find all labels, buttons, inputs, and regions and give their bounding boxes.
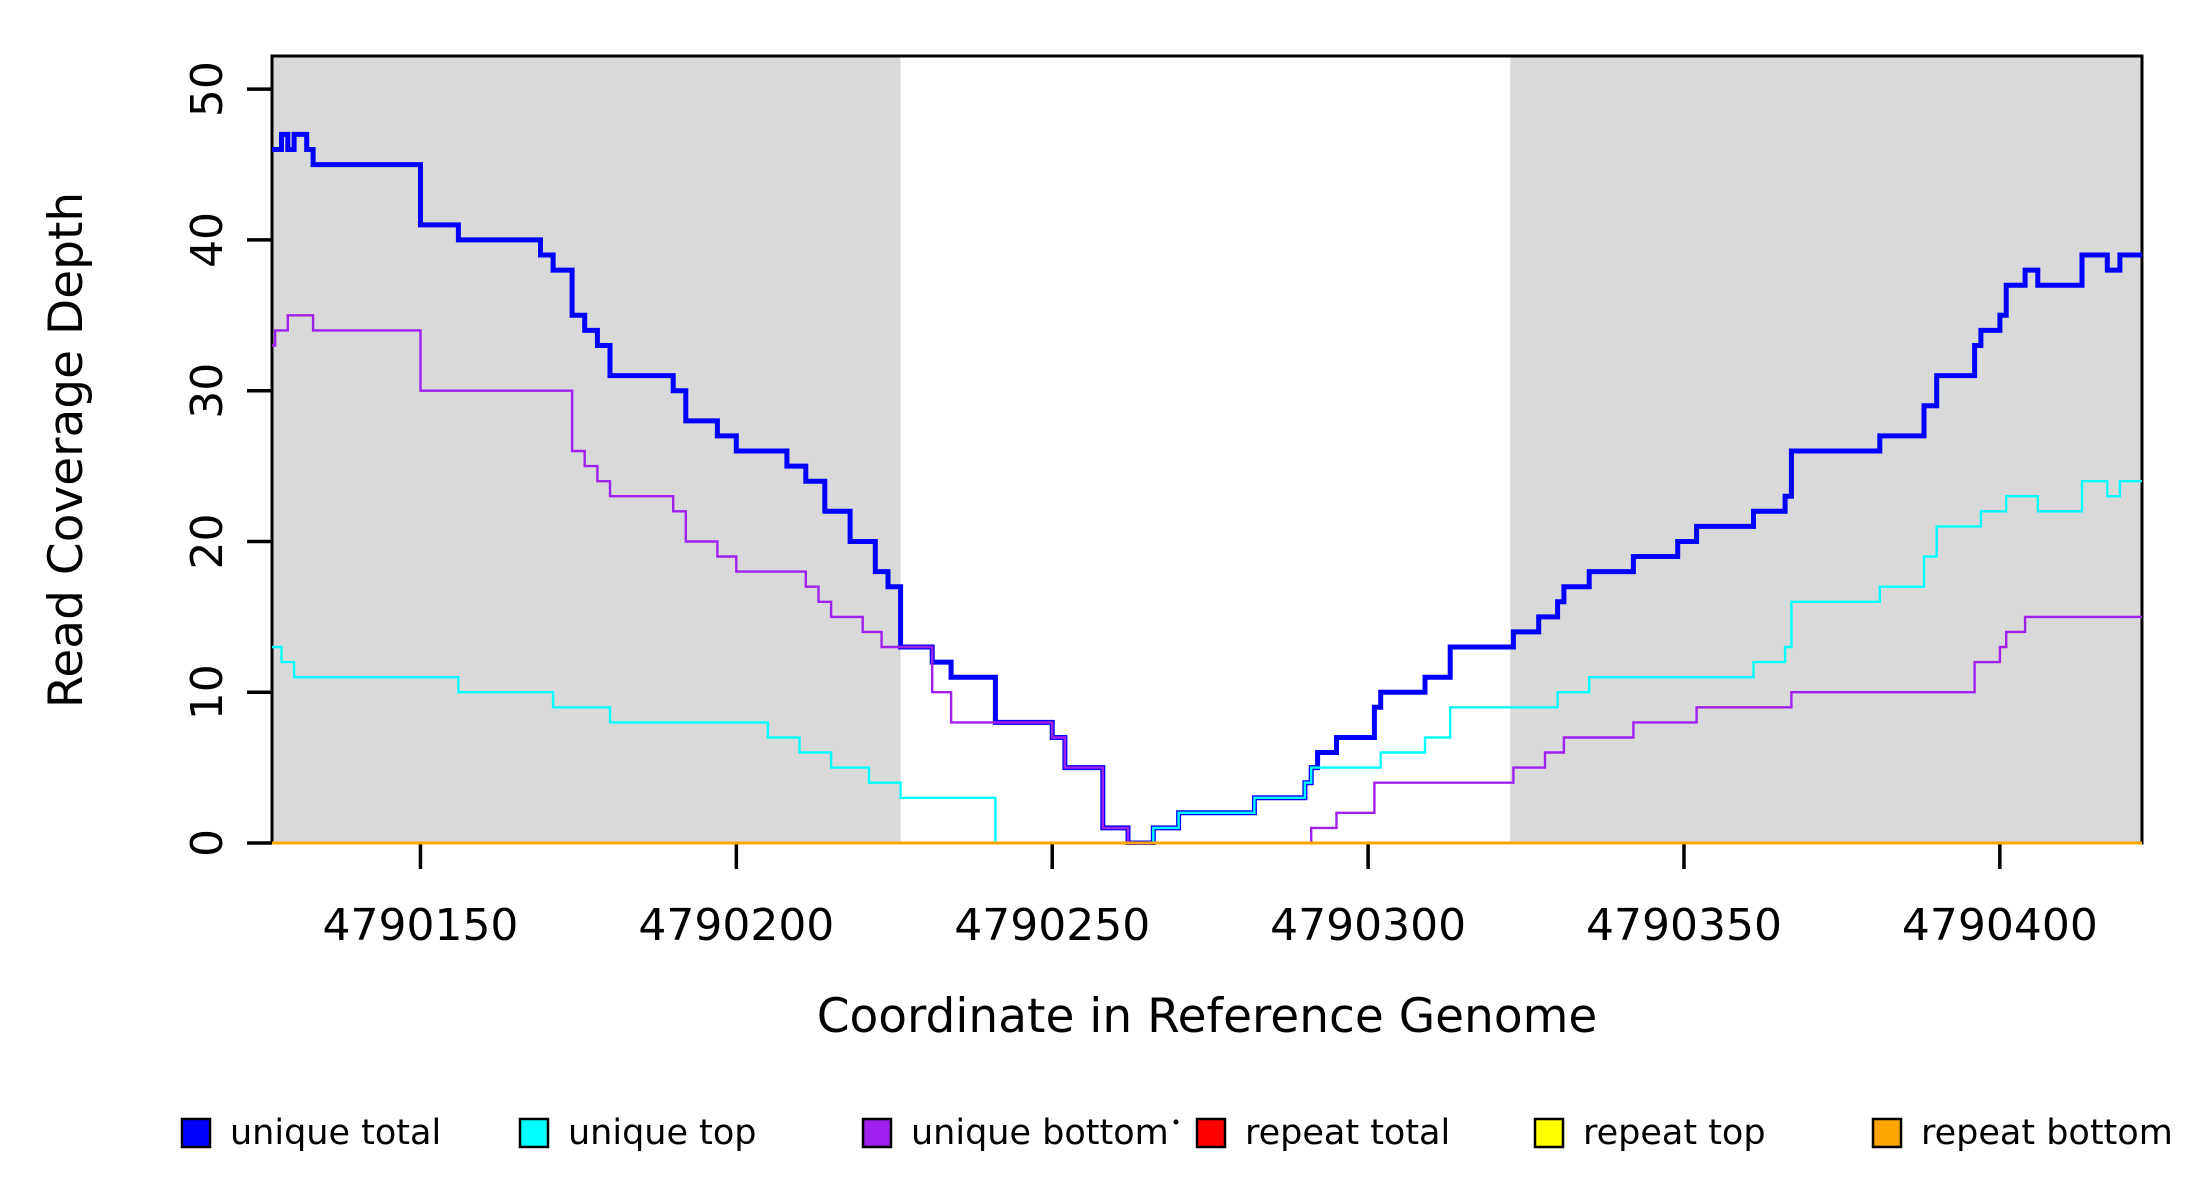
legend-swatch-repeat-total <box>1195 1117 1227 1149</box>
series-lines <box>272 131 2142 845</box>
shaded-region-0 <box>272 57 901 843</box>
legend-label: unique bottom <box>911 1113 1169 1153</box>
legend-label: repeat top <box>1583 1113 1766 1153</box>
x-tick-label: 4790350 <box>1586 900 1782 951</box>
legend-swatch-unique-total <box>180 1117 212 1149</box>
legend-swatch-repeat-bottom <box>1871 1117 1903 1149</box>
series-unique-bottom <box>272 314 2142 845</box>
legend-item-unique-total: unique total <box>180 1113 441 1153</box>
legend-separator-dot <box>1173 1119 1179 1125</box>
legend-item-unique-top: unique top <box>518 1113 757 1153</box>
y-axis-title: Read Coverage Depth <box>39 192 94 708</box>
legend-item-unique-bottom: unique bottom <box>861 1113 1169 1153</box>
legend-swatch-unique-top <box>518 1117 550 1149</box>
y-tick-label: 30 <box>182 363 233 419</box>
x-tick-label: 4790300 <box>1270 900 1466 951</box>
x-axis-title: Coordinate in Reference Genome <box>817 989 1598 1044</box>
x-tick-label: 4790250 <box>954 900 1150 951</box>
legend: unique total unique top unique bottom repea… <box>180 1113 2173 1153</box>
x-tick-label: 4790150 <box>322 900 518 951</box>
legend-swatch-repeat-top <box>1533 1117 1565 1149</box>
x-tick-label: 4790400 <box>1902 900 2098 951</box>
legend-item-repeat-total: repeat total <box>1195 1113 1450 1153</box>
y-axis: 0 10 20 30 40 50 <box>182 61 271 857</box>
y-tick-label: 20 <box>182 513 233 569</box>
y-tick-label: 10 <box>182 664 233 720</box>
legend-label: unique total <box>230 1113 441 1153</box>
legend-label: unique top <box>568 1113 757 1153</box>
y-tick-label: 50 <box>182 61 233 117</box>
legend-label: repeat total <box>1245 1113 1450 1153</box>
y-tick-label: 0 <box>182 829 233 857</box>
series-unique-top <box>272 480 2142 845</box>
x-tick-label: 4790200 <box>638 900 834 951</box>
x-axis: 4790150 4790200 4790250 4790300 4790350 47904… <box>322 844 2098 951</box>
legend-item-repeat-bottom: repeat bottom <box>1871 1113 2173 1153</box>
y-tick-label: 40 <box>182 212 233 268</box>
legend-item-repeat-top: repeat top <box>1533 1113 1766 1153</box>
legend-swatch-unique-bottom <box>861 1117 893 1149</box>
legend-label: repeat bottom <box>1921 1113 2173 1153</box>
